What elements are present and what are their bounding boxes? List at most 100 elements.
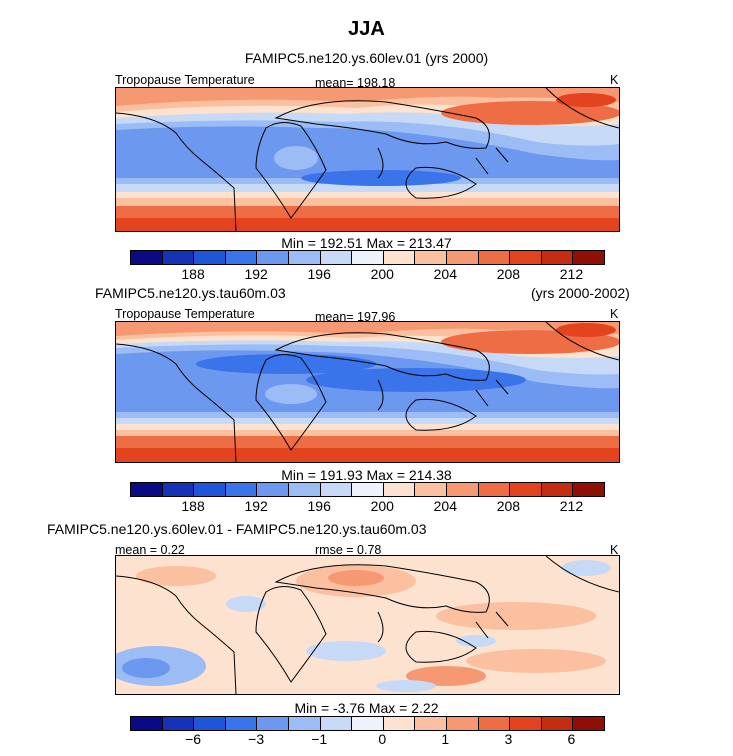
coastlines xyxy=(116,322,619,462)
colorbar-swatch xyxy=(541,717,574,730)
panel2-mean-label: mean= 197.96 xyxy=(315,310,396,324)
colorbar-swatch xyxy=(510,717,542,730)
colorbar-swatch xyxy=(288,251,321,264)
panel1-variable-label: Tropopause Temperature xyxy=(115,73,255,87)
colorbar-swatch xyxy=(225,717,258,730)
band-south-2 xyxy=(116,448,619,462)
colorbar-swatch xyxy=(446,483,479,496)
colorbar-swatch xyxy=(131,483,163,496)
colorbar-tick-label: −3 xyxy=(248,731,265,747)
colorbar-swatch xyxy=(320,717,353,730)
panel1-colorbar xyxy=(130,250,605,265)
colorbar-tick-label: 212 xyxy=(559,498,584,514)
colorbar-swatch xyxy=(162,251,195,264)
panel2-map-svg xyxy=(116,322,619,462)
colorbar-swatch xyxy=(225,483,258,496)
panel2-minmax: Min = 191.93 Max = 214.38 xyxy=(281,467,452,483)
patch-atlantic xyxy=(196,354,376,374)
panel3-colorbar xyxy=(130,716,605,731)
colorbar-tick-label: 204 xyxy=(433,266,458,282)
panel1-map xyxy=(115,87,620,232)
colorbar-swatch xyxy=(194,251,226,264)
colorbar-tick-label: 0 xyxy=(378,731,387,747)
colorbar-tick-label: 200 xyxy=(370,266,394,282)
colorbar-tick-label: 6 xyxy=(567,731,576,747)
patch-13 xyxy=(456,635,496,647)
colorbar-swatch xyxy=(478,483,511,496)
colorbar-tick-label: 208 xyxy=(496,498,521,514)
patch-2 xyxy=(328,570,384,586)
patch-africa xyxy=(265,384,317,404)
panel2-colorbar xyxy=(130,482,605,497)
panel2-map xyxy=(115,321,620,463)
colorbar-swatch xyxy=(383,483,416,496)
colorbar-swatch xyxy=(415,251,447,264)
colorbar-tick-label: −6 xyxy=(185,731,202,747)
colorbar-tick-label: 3 xyxy=(504,731,513,747)
panel2-unit: K xyxy=(610,307,619,321)
colorbar-tick-label: 1 xyxy=(441,731,450,747)
colorbar-swatch xyxy=(352,483,384,496)
colorbar-swatch xyxy=(478,251,511,264)
patch-north-pacific-2 xyxy=(556,93,616,107)
band-blue xyxy=(116,126,619,178)
band-south-2 xyxy=(116,218,619,231)
colorbar-swatch xyxy=(541,251,574,264)
panel1-minmax: Min = 192.51 Max = 213.47 xyxy=(281,235,452,251)
colorbar-swatch xyxy=(257,717,289,730)
colorbar-tick-label: 192 xyxy=(244,266,268,282)
colorbar-tick-label: 200 xyxy=(370,498,394,514)
colorbar-tick-label: −1 xyxy=(311,731,328,747)
coastlines xyxy=(116,556,619,694)
colorbar-swatch xyxy=(510,251,542,264)
colorbar-swatch xyxy=(194,717,226,730)
patch-12 xyxy=(561,560,611,576)
colorbar-swatch xyxy=(162,717,195,730)
panel2-header-right: (yrs 2000-2002) xyxy=(531,285,630,301)
colorbar-swatch xyxy=(288,717,321,730)
patch-north-pacific xyxy=(441,101,619,125)
colorbar-tick-label: 196 xyxy=(307,266,331,282)
colorbar-swatch xyxy=(131,717,163,730)
patch-10 xyxy=(306,641,386,661)
colorbar-swatch xyxy=(446,251,479,264)
panel1-header: FAMIPC5.ne120.ys.60lev.01 (yrs 2000) xyxy=(244,50,489,66)
colorbar-tick-label: 188 xyxy=(181,498,205,514)
colorbar-swatch xyxy=(225,251,258,264)
patch-9 xyxy=(226,596,266,612)
colorbar-swatch xyxy=(352,717,384,730)
colorbar-tick-label: 192 xyxy=(244,498,268,514)
colorbar-swatch xyxy=(383,717,416,730)
colorbar-swatch xyxy=(415,717,447,730)
panel1-map-svg xyxy=(116,88,619,231)
colorbar-swatch xyxy=(573,717,604,730)
patch-3 xyxy=(136,566,216,586)
colorbar-swatch xyxy=(383,251,416,264)
panel3-colorbar-ticks: −6 −3 −1 0 1 3 6 xyxy=(130,731,603,747)
patch-5 xyxy=(466,649,606,673)
patch-africa xyxy=(274,146,318,170)
colorbar-swatch xyxy=(131,251,163,264)
patch-asia xyxy=(306,368,526,392)
colorbar-swatch xyxy=(320,251,353,264)
page-title: JJA xyxy=(348,18,385,40)
panel1-mean-label: mean= 198.18 xyxy=(315,76,396,90)
panel3-map xyxy=(115,555,620,695)
panel3-minmax: Min = -3.76 Max = 2.22 xyxy=(294,700,439,716)
panel3-header: FAMIPC5.ne120.ys.60lev.01 - FAMIPC5.ne12… xyxy=(47,521,427,537)
colorbar-tick-label: 204 xyxy=(433,498,458,514)
colorbar-swatch xyxy=(478,717,511,730)
colorbar-swatch xyxy=(415,483,447,496)
colorbar-swatch xyxy=(162,483,195,496)
panel3-map-svg xyxy=(116,556,619,694)
colorbar-swatch xyxy=(573,483,604,496)
panel3-rmse-label: rmse = 0.78 xyxy=(315,543,382,557)
colorbar-swatch xyxy=(288,483,321,496)
panel2-variable-label: Tropopause Temperature xyxy=(115,307,255,321)
colorbar-swatch xyxy=(510,483,542,496)
coastlines xyxy=(116,88,619,231)
panel2-header-left: FAMIPC5.ne120.ys.tau60m.03 xyxy=(95,285,286,301)
panel3-mean-label: mean = 0.22 xyxy=(115,543,185,557)
panel3-unit: K xyxy=(610,543,619,557)
patch-6 xyxy=(406,666,486,686)
